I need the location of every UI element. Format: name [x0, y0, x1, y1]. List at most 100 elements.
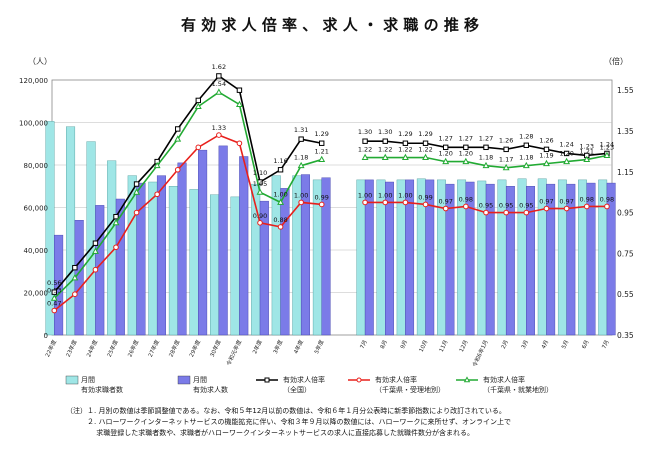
data-label-chiba-accepted: 0.99 [314, 193, 328, 201]
legend-label: 月間 [81, 376, 95, 384]
data-label-chiba-workplace: 1.18 [519, 154, 533, 162]
marker-chiba-workplace [237, 102, 242, 107]
y-right-tick-label: 0.95 [617, 209, 634, 218]
data-label-chiba-accepted: 0.95 [479, 202, 493, 210]
bar-job-seekers [87, 142, 96, 335]
x-tick-label: 4月 [540, 339, 550, 350]
x-tick-label: 8月 [379, 339, 389, 350]
y-right-unit: （倍） [604, 56, 628, 66]
marker-chiba-accepted [73, 292, 78, 297]
data-label-chiba-workplace: 1.20 [559, 150, 573, 158]
bar-job-openings [281, 188, 290, 335]
marker-chiba-workplace [319, 157, 324, 162]
footnotes: （注）１. 月別の数値は季節調整値である。なお、令和５年12月以前の数値は、令和… [66, 406, 636, 439]
marker-chiba-workplace [383, 155, 388, 160]
legend-marker [357, 378, 361, 382]
marker-chiba-accepted [155, 192, 160, 197]
marker-chiba-accepted [299, 200, 304, 205]
legend-swatch [178, 376, 190, 384]
data-label-national: 1.24 [559, 140, 573, 148]
y-left-tick-label: 40,000 [24, 247, 49, 255]
data-label-chiba-workplace: 1.22 [418, 146, 432, 154]
data-label-national: 1.28 [519, 132, 533, 140]
x-tick-label: 2年度 [250, 338, 264, 355]
data-label-chiba-workplace: 1.21 [314, 148, 328, 156]
data-label-national: 1.16 [273, 157, 287, 165]
y-right-tick-label: 0.55 [617, 290, 634, 299]
marker-chiba-workplace [483, 163, 488, 168]
bar-job-openings [385, 182, 393, 335]
bar-job-openings [198, 150, 207, 335]
legend-label: 有効求人倍率 [375, 375, 417, 384]
data-label-chiba-accepted: 0.95 [499, 202, 513, 210]
data-label-chiba-accepted: 1.00 [378, 191, 392, 199]
marker-chiba-accepted [544, 206, 549, 211]
marker-national [320, 141, 324, 145]
data-label-chiba-workplace: 1.19 [539, 152, 553, 160]
legend-label: （全国） [283, 385, 311, 394]
data-label-chiba-accepted: 1.00 [398, 191, 412, 199]
data-label-chiba-accepted: 1.00 [358, 191, 372, 199]
marker-chiba-workplace [216, 89, 221, 94]
marker-chiba-accepted [443, 206, 448, 211]
x-tick-label: 7月 [359, 339, 369, 350]
x-tick-label: 令和元年度 [224, 338, 243, 367]
data-label-national: 1.29 [314, 130, 328, 138]
data-label-chiba-accepted: 0.99 [418, 193, 432, 201]
legend: 月間有効求職者数月間有効求人数有効求人倍率（全国）有効求人倍率（千葉県・受理地別… [66, 375, 553, 394]
y-right-tick-label: 1.15 [617, 168, 634, 177]
x-tick-label: 12月 [458, 339, 470, 353]
marker-chiba-accepted [175, 167, 180, 172]
marker-national [73, 265, 77, 269]
data-label-national: 1.27 [459, 134, 473, 142]
data-label-national: 1.10 [253, 169, 267, 177]
legend-label: 月間 [193, 376, 207, 384]
data-label-chiba-workplace: 1.21 [580, 148, 594, 156]
data-label-chiba-accepted: 0.98 [600, 195, 614, 203]
marker-national [363, 139, 367, 143]
marker-chiba-accepted [196, 145, 201, 150]
marker-national [504, 147, 508, 151]
legend-label: （千葉県・就業地別） [483, 385, 553, 394]
x-tick-label: 24年度 [84, 338, 99, 358]
x-tick-label: 6月 [580, 339, 590, 350]
legend-marker [465, 377, 470, 381]
marker-national [278, 168, 282, 172]
marker-chiba-workplace [443, 159, 448, 164]
marker-national [176, 127, 180, 131]
legend-label: 有効求人倍率 [483, 375, 525, 384]
data-label-national: 1.26 [499, 136, 513, 144]
data-label-chiba-accepted: 0.88 [273, 216, 287, 224]
data-label-chiba-workplace: 1.22 [358, 146, 372, 154]
bar-job-seekers [210, 195, 219, 335]
x-tick-label: 2月 [500, 339, 510, 350]
x-tick-label: 26年度 [126, 338, 141, 358]
marker-chiba-accepted [114, 245, 119, 250]
bar-job-seekers [66, 127, 75, 335]
x-tick-label: 10月 [418, 339, 430, 353]
legend-label: 有効求人倍率 [283, 375, 325, 384]
marker-chiba-accepted [403, 200, 408, 205]
marker-chiba-accepted [217, 133, 222, 138]
bar-job-seekers [169, 186, 178, 335]
x-tick-label: 23年度 [64, 338, 79, 358]
data-label-chiba-workplace: 1.22 [398, 146, 412, 154]
x-tick-label: 11月 [438, 339, 450, 353]
data-label-chiba-workplace: 1.22 [378, 146, 392, 154]
data-label-chiba-accepted: 0.95 [519, 202, 533, 210]
data-label-chiba-accepted: 0.97 [539, 198, 553, 206]
footnote-line: 求職登録した求職者数や、求職者がハローワークインターネットサービスの求人に直接応… [66, 428, 636, 439]
legend-swatch [66, 376, 78, 384]
marker-chiba-accepted [237, 141, 242, 146]
marker-chiba-workplace [463, 159, 468, 164]
y-left-tick-label: 0 [44, 332, 48, 340]
data-label-chiba-accepted: 0.90 [253, 212, 267, 220]
x-tick-label: 27年度 [146, 338, 161, 358]
marker-chiba-accepted [258, 221, 263, 226]
data-label-chiba-workplace: 1.20 [459, 150, 473, 158]
data-label-chiba-workplace: 1.54 [212, 80, 226, 88]
data-label-national: 1.29 [398, 130, 412, 138]
marker-chiba-accepted [504, 210, 509, 215]
y-right-tick-label: 1.35 [617, 127, 634, 136]
